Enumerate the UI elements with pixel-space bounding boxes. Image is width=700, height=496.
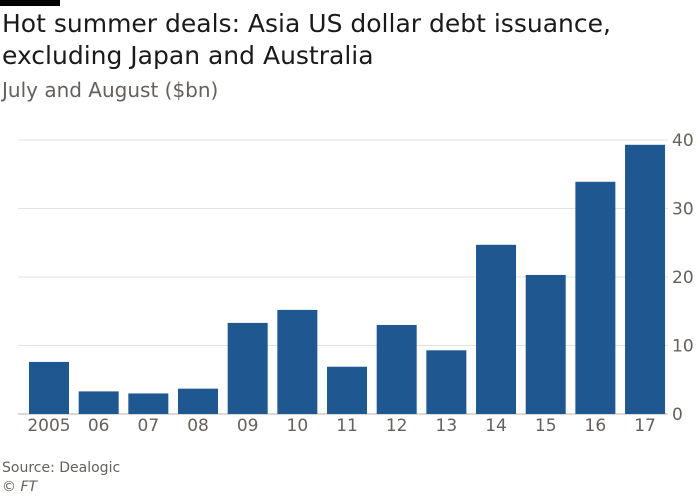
bar-15 (525, 274, 566, 414)
x-tick-label: 17 (634, 416, 656, 436)
source-note: Source: Dealogic (2, 460, 121, 476)
y-tick-label: 0 (672, 405, 683, 425)
bar-08 (178, 388, 219, 414)
x-tick-label: 16 (585, 416, 607, 436)
top-rule (0, 0, 60, 6)
bar-2005 (29, 361, 69, 414)
x-tick-label: 06 (88, 416, 110, 436)
x-tick-label: 12 (386, 416, 408, 436)
bar-17 (625, 144, 666, 415)
bar-16 (575, 181, 616, 414)
x-tick-label: 2005 (27, 416, 70, 436)
x-tick-label: 15 (535, 416, 557, 436)
bar-09 (227, 322, 268, 414)
x-tick-label: 14 (485, 416, 507, 436)
bar-06 (78, 391, 119, 414)
y-tick-label: 20 (672, 268, 694, 288)
bar-13 (426, 350, 467, 414)
bar-07 (128, 393, 169, 414)
y-tick-label: 40 (672, 131, 694, 151)
bar-12 (376, 324, 417, 414)
chart-subtitle: July and August ($bn) (2, 78, 219, 102)
x-tick-label: 08 (187, 416, 209, 436)
y-tick-label: 30 (672, 200, 694, 220)
x-tick-label: 13 (436, 416, 458, 436)
bar-10 (277, 309, 318, 414)
ft-credit: © FT (2, 479, 38, 495)
y-tick-label: 10 (672, 337, 694, 357)
bar-11 (327, 366, 368, 414)
bar-14 (476, 244, 517, 414)
x-tick-label: 07 (138, 416, 160, 436)
x-tick-label: 09 (237, 416, 259, 436)
x-tick-label: 10 (287, 416, 309, 436)
chart-title: Hot summer deals: Asia US dollar debt is… (2, 9, 611, 70)
x-tick-label: 11 (336, 416, 358, 436)
